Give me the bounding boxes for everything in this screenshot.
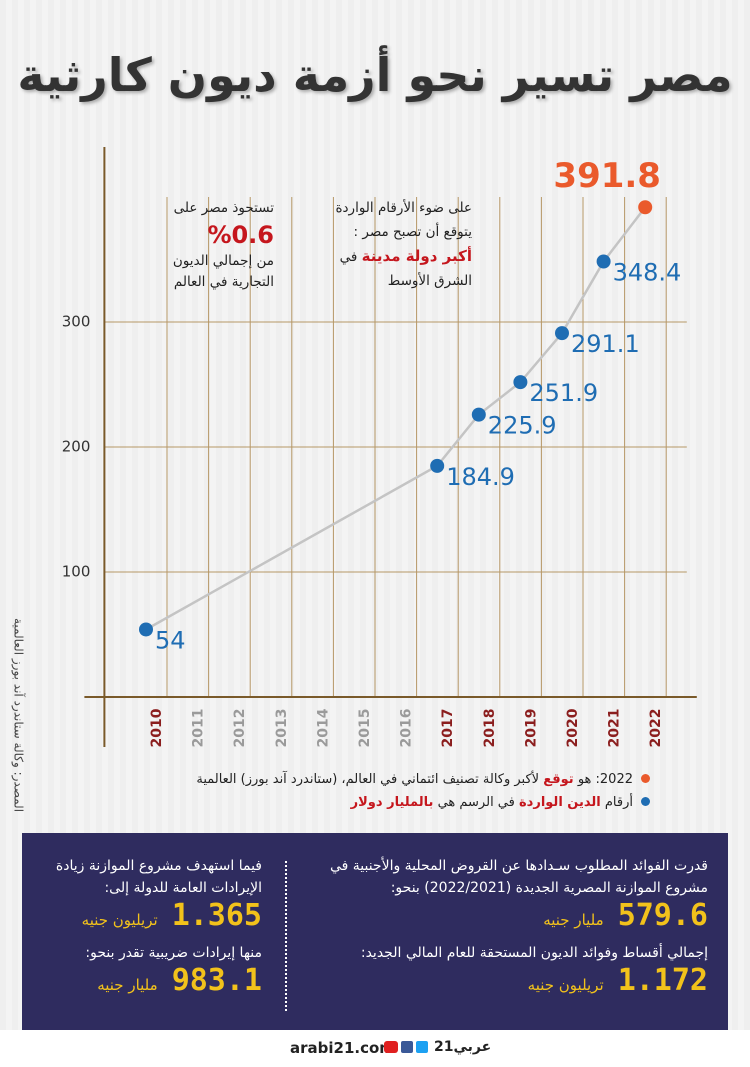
panel-value: 983.1 xyxy=(171,963,262,998)
legend-text: لأكبر وكالة تصنيف ائتماني في العالم، (ست… xyxy=(196,772,540,787)
panel-text: قدرت الفوائد المطلوب سـدادها عن القروض ا… xyxy=(329,858,708,896)
panel-text: فيما استهدف مشروع الموازنة زيادة الإيراد… xyxy=(55,858,262,896)
data-label: 184.9 xyxy=(446,463,515,491)
x-tick-label: 2018 xyxy=(482,709,498,748)
data-point xyxy=(139,622,153,637)
x-tick-label: 2015 xyxy=(357,709,373,748)
title: مصر تسير نحو أزمة ديون كارثية xyxy=(17,48,733,102)
annotation-line: تستحوذ مصر على xyxy=(173,200,274,216)
x-tick-label: 2011 xyxy=(191,709,207,748)
panel-text: منها إيرادات ضريبية تقدر بنحو: xyxy=(85,945,262,961)
legend-text: 2022: هو xyxy=(577,772,633,787)
legend-entry: أرقام الدين الواردة في الرسم هي بالمليار… xyxy=(120,791,650,814)
x-tick-label: 2012 xyxy=(232,709,248,748)
logo: عربي21 xyxy=(434,1039,492,1055)
x-tick-label: 2017 xyxy=(440,709,456,748)
legend-text: أرقام xyxy=(604,795,633,810)
data-point xyxy=(638,200,653,215)
data-label: 291.1 xyxy=(571,330,640,358)
data-label: 391.8 xyxy=(553,156,661,196)
x-tick-label: 2014 xyxy=(315,708,331,747)
panel-column: قدرت الفوائد المطلوب سـدادها عن القروض ا… xyxy=(328,855,708,997)
annotation-highlight: %0.6 xyxy=(207,221,274,249)
panel-figure: 983.1 مليار جنيه xyxy=(42,966,262,997)
x-tick-label: 2016 xyxy=(399,709,415,748)
panel-value: 579.6 xyxy=(617,898,708,933)
legend-highlight: توقع xyxy=(543,772,574,787)
data-point xyxy=(513,375,528,390)
chart: 100 200 300 2010 2011 2012 2013 2014 2015 2016 201… xyxy=(11,147,697,812)
legend-text: في الرسم هي xyxy=(437,795,515,810)
data-label: 348.4 xyxy=(613,259,682,287)
panel-value: 1.172 xyxy=(617,963,708,998)
panel-figure: 1.172 تريليون جنيه xyxy=(328,966,708,997)
panel-unit: تريليون جنيه xyxy=(81,911,158,929)
annotation: تستحوذ مصر على %0.6 من إجمالي الديون الت… xyxy=(120,198,274,293)
annotation-line: أكبر دولة مدينة في xyxy=(300,244,472,269)
data-point xyxy=(555,326,569,341)
annotation-highlight: أكبر دولة مدينة xyxy=(361,247,472,265)
youtube-icon xyxy=(384,1041,398,1053)
data-label: 225.9 xyxy=(488,412,557,440)
data-label: 54 xyxy=(155,627,186,655)
panel-figure: 1.365 تريليون جنيه xyxy=(42,901,262,932)
panel-value: 1.365 xyxy=(171,898,262,933)
footer: arabi21.com عربي21 xyxy=(0,1030,750,1067)
y-tick-label: 100 xyxy=(62,563,91,581)
site-url: arabi21.com xyxy=(290,1039,395,1057)
annotation: على ضوء الأرقام الواردة يتوقع أن تصبح مص… xyxy=(300,196,472,293)
annotation-line: يتوقع أن تصبح مصر : xyxy=(353,224,472,240)
annotation-line: الشرق الأوسط xyxy=(387,273,472,289)
legend: 2022: هو توقع لأكبر وكالة تصنيف ائتماني … xyxy=(120,768,650,814)
data-point xyxy=(430,458,445,473)
facebook-icon xyxy=(401,1041,413,1053)
x-tick-label: 2021 xyxy=(607,709,623,748)
legend-highlight: الدين الواردة xyxy=(519,795,601,810)
panel-column: فيما استهدف مشروع الموازنة زيادة الإيراد… xyxy=(42,855,262,997)
data-point xyxy=(596,254,611,269)
y-tick-label: 300 xyxy=(62,313,91,331)
legend-entry: 2022: هو توقع لأكبر وكالة تصنيف ائتماني … xyxy=(120,768,650,791)
y-tick-label: 200 xyxy=(62,438,91,456)
x-tick-label: 2019 xyxy=(523,709,539,748)
legend-marker xyxy=(641,774,650,783)
info-panel: قدرت الفوائد المطلوب سـدادها عن القروض ا… xyxy=(22,833,728,1030)
annotation-line: التجارية في العالم xyxy=(173,274,274,290)
panel-text: إجمالي أقساط وفوائد الديون المستحقة للعا… xyxy=(360,945,708,961)
panel-unit: مليار جنيه xyxy=(543,911,604,929)
annotation-text: في xyxy=(339,249,358,265)
divider xyxy=(285,861,287,1011)
twitter-icon xyxy=(416,1041,428,1053)
panel-figure: 579.6 مليار جنيه xyxy=(328,901,708,932)
source: المصدر: وكالة ستاندرد آند بورز العالمية xyxy=(11,618,27,812)
panel-unit: مليار جنيه xyxy=(97,976,158,994)
x-tick-label: 2022 xyxy=(648,709,664,748)
data-point xyxy=(471,407,486,422)
annotation-line: من إجمالي الديون xyxy=(172,253,274,269)
x-tick-label: 2013 xyxy=(274,709,290,748)
annotation-line: على ضوء الأرقام الواردة xyxy=(335,200,472,216)
x-tick-label: 2020 xyxy=(565,708,581,747)
panel-unit: تريليون جنيه xyxy=(527,976,604,994)
legend-highlight: بالمليار دولار xyxy=(350,795,434,810)
data-label: 251.9 xyxy=(529,379,598,407)
x-tick-label: 2010 xyxy=(149,708,165,747)
legend-marker xyxy=(641,797,650,806)
